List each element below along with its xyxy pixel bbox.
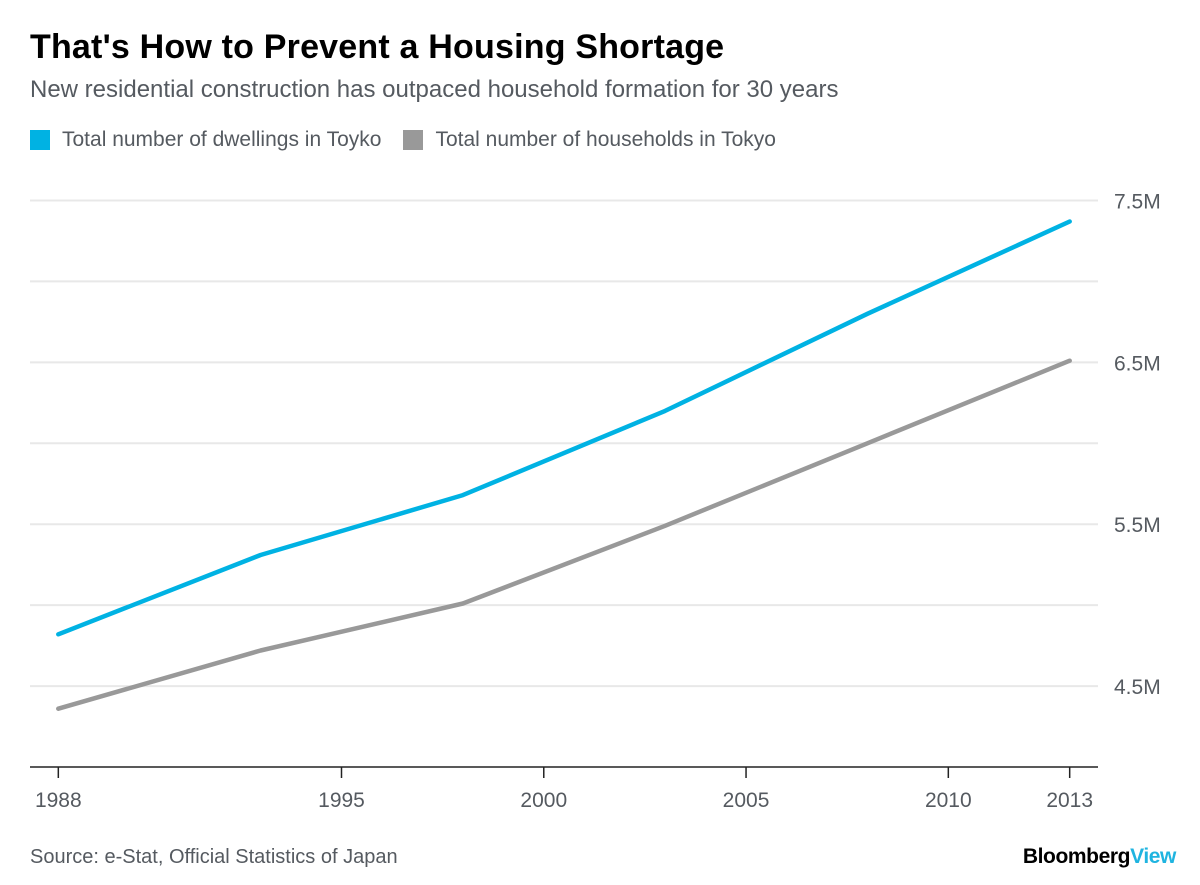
- x-tick-label: 2013: [1046, 789, 1093, 812]
- logo-text-bloomberg: Bloomberg: [1022, 845, 1131, 868]
- x-tick-label: 2010: [925, 789, 972, 812]
- legend-item-households: Total number of households in Tokyo: [403, 128, 776, 152]
- y-tick-label: 6.5M: [1114, 352, 1161, 375]
- legend: Total number of dwellings in Toyko Total…: [30, 128, 798, 152]
- x-tick-label: 1988: [35, 789, 82, 812]
- legend-swatch-dwellings: [30, 130, 50, 150]
- y-tick-label: 5.5M: [1114, 514, 1161, 537]
- series-line-dwellings: [56, 219, 1072, 637]
- y-tick-label: 4.5M: [1114, 676, 1161, 699]
- series-line-households: [56, 358, 1072, 711]
- chart-title: That's How to Prevent a Housing Shortage: [30, 28, 725, 66]
- x-tick-label: 2000: [520, 789, 567, 812]
- chart-subtitle: New residential construction has outpace…: [30, 76, 839, 103]
- y-tick-label: 7.5M: [1114, 190, 1161, 213]
- x-tick-label: 1995: [318, 789, 365, 812]
- bloomberg-view-logo: BloombergView: [1022, 845, 1177, 869]
- legend-label-dwellings: Total number of dwellings in Toyko: [62, 128, 382, 151]
- logo-text-view: View: [1130, 845, 1176, 868]
- legend-item-dwellings: Total number of dwellings in Toyko: [30, 128, 381, 152]
- source-note: Source: e-Stat, Official Statistics of J…: [30, 846, 398, 868]
- x-tick-label: 2005: [723, 789, 770, 812]
- legend-label-households: Total number of households in Tokyo: [435, 128, 776, 151]
- legend-swatch-households: [403, 130, 424, 150]
